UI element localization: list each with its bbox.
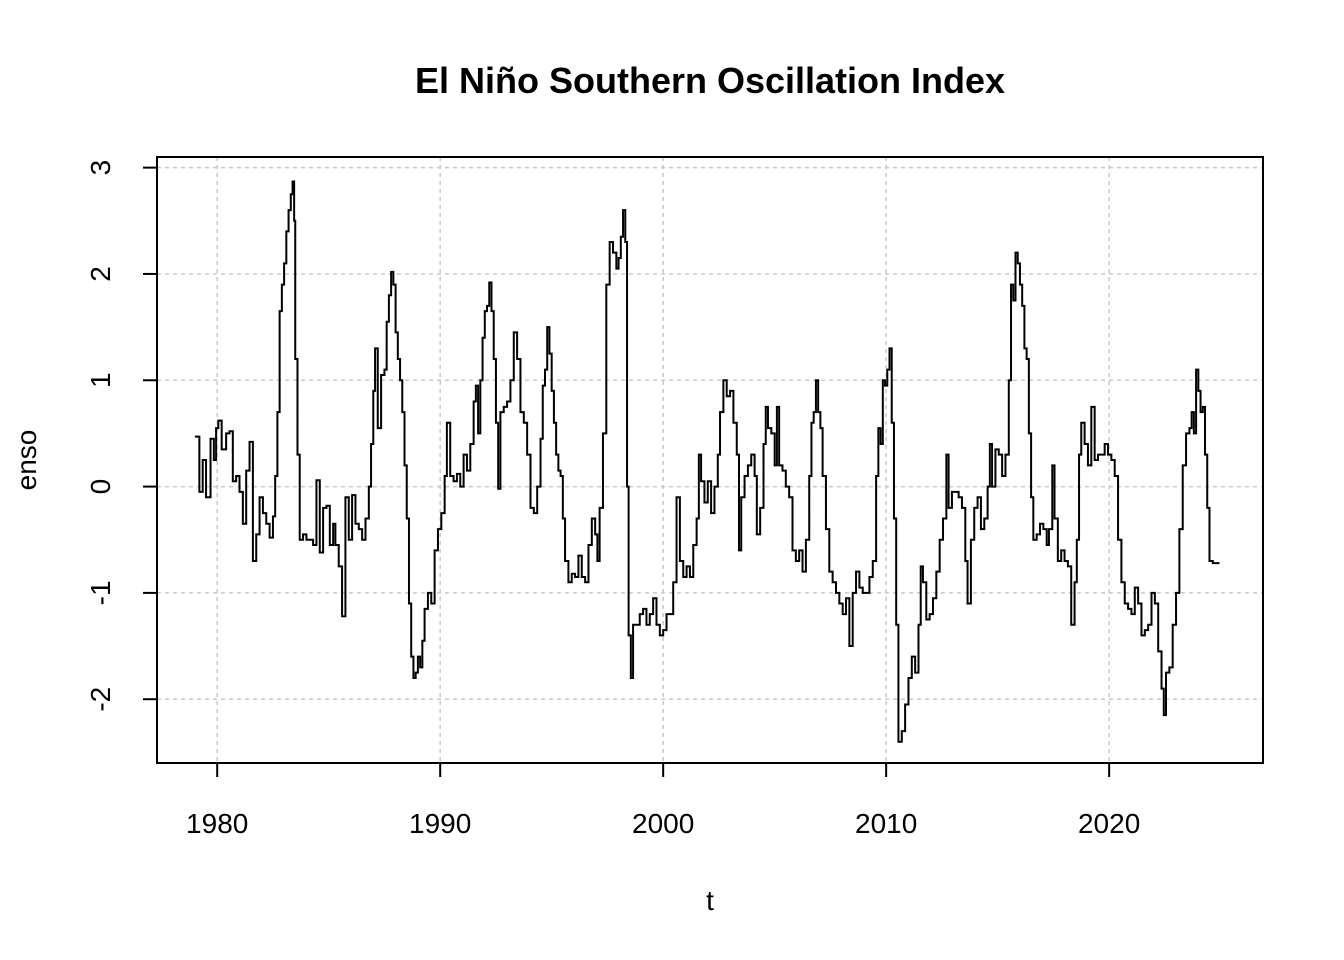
y-axis: -2 -1 0 1 2 3: [85, 160, 157, 712]
chart-title: El Niño Southern Oscillation Index: [415, 60, 1005, 101]
x-axis-label: t: [706, 885, 714, 916]
y-axis-label: enso: [11, 430, 42, 491]
x-tick-label: 2000: [632, 808, 694, 839]
y-tick-label: 1: [85, 372, 116, 388]
y-tick-label: -1: [85, 580, 116, 605]
plot-frame: [156, 156, 1264, 764]
y-tick-label: 0: [85, 479, 116, 495]
series-line: [194, 180, 1220, 743]
x-axis: 1980 1990 2000 2010 2020: [186, 763, 1140, 839]
y-tick-label: 2: [85, 266, 116, 282]
y-tick-label: -2: [85, 687, 116, 712]
x-tick-label: 2020: [1078, 808, 1140, 839]
y-tick-label: 3: [85, 160, 116, 176]
x-tick-label: 1990: [409, 808, 471, 839]
x-tick-label: 2010: [855, 808, 917, 839]
x-tick-label: 1980: [186, 808, 248, 839]
